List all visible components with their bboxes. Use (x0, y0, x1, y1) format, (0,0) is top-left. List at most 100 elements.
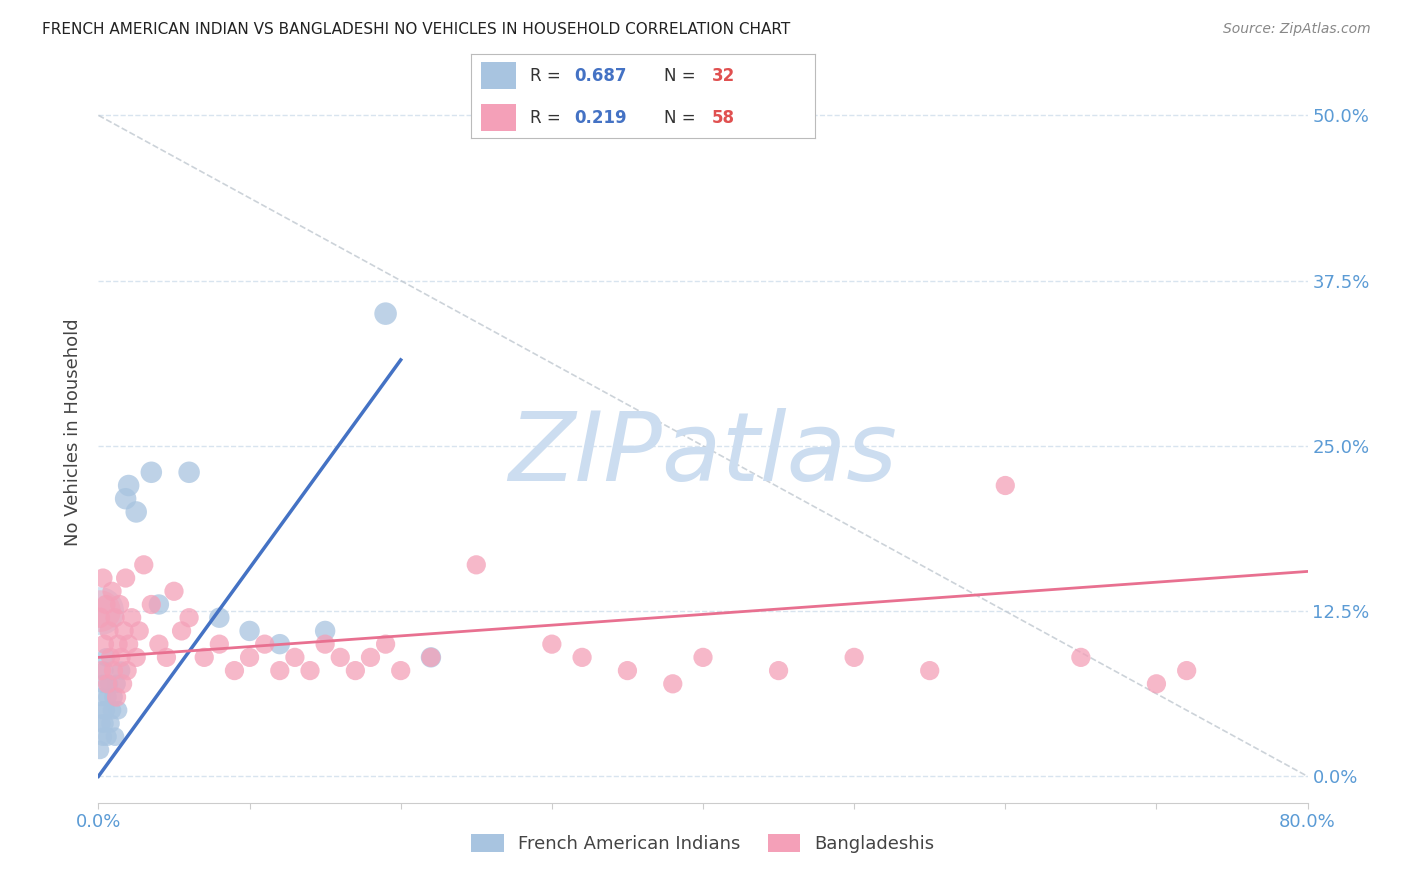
Point (269, 664, 291, 678)
Point (89, 604, 111, 618)
Text: FRENCH AMERICAN INDIAN VS BANGLADESHI NO VEHICLES IN HOUSEHOLD CORRELATION CHART: FRENCH AMERICAN INDIAN VS BANGLADESHI NO… (42, 22, 790, 37)
Point (465, 558, 488, 572)
Point (118, 637, 141, 651)
Point (155, 650, 177, 665)
Point (100, 650, 122, 665)
Point (148, 598, 170, 612)
Point (374, 307, 396, 321)
Point (90, 716, 112, 731)
Point (91, 730, 114, 744)
Point (114, 491, 136, 506)
Point (121, 611, 143, 625)
Point (374, 637, 396, 651)
Point (110, 664, 132, 678)
Point (96, 690, 118, 704)
Point (100, 716, 122, 731)
Point (692, 650, 714, 665)
Point (193, 650, 215, 665)
Point (101, 584, 124, 599)
Point (170, 624, 193, 638)
Point (163, 584, 186, 599)
Point (314, 624, 336, 638)
Point (239, 624, 262, 638)
Point (141, 465, 163, 479)
Point (239, 650, 262, 665)
Point (179, 611, 201, 625)
Point (132, 558, 155, 572)
Point (208, 637, 231, 651)
Point (768, 664, 790, 678)
Point (616, 664, 638, 678)
Point (89, 743, 111, 757)
Point (89, 604, 111, 618)
Point (115, 664, 138, 678)
Point (128, 624, 150, 638)
Text: 0.219: 0.219 (575, 109, 627, 127)
Point (103, 690, 125, 704)
Point (101, 703, 124, 717)
Point (105, 690, 128, 704)
Point (112, 624, 135, 638)
Text: 32: 32 (713, 67, 735, 85)
Point (93, 664, 115, 678)
Point (269, 637, 291, 651)
Point (208, 611, 231, 625)
Point (125, 505, 148, 519)
Text: N =: N = (664, 109, 700, 127)
Point (94, 598, 117, 612)
Point (1070, 650, 1092, 665)
Point (91, 571, 114, 585)
Point (253, 637, 276, 651)
Point (344, 664, 367, 678)
Bar (481, 104, 516, 131)
Point (314, 637, 336, 651)
Point (1175, 664, 1198, 678)
Point (360, 650, 382, 665)
Point (179, 465, 201, 479)
Text: N =: N = (664, 67, 700, 85)
Point (110, 650, 132, 665)
Point (661, 677, 683, 691)
Text: Source: ZipAtlas.com: Source: ZipAtlas.com (1223, 22, 1371, 37)
Point (103, 664, 125, 678)
Point (141, 598, 163, 612)
Point (104, 730, 127, 744)
Point (104, 611, 127, 625)
Point (844, 650, 866, 665)
Point (125, 650, 148, 665)
Point (111, 677, 134, 691)
Point (329, 650, 352, 665)
Point (420, 650, 443, 665)
Point (108, 598, 131, 612)
Point (540, 637, 562, 651)
Point (148, 637, 170, 651)
Point (93, 716, 115, 731)
Point (299, 664, 322, 678)
Point (98, 624, 121, 638)
Point (94, 650, 117, 665)
Point (107, 637, 129, 651)
Bar (481, 62, 516, 89)
Point (91, 677, 114, 691)
Point (90, 690, 112, 704)
Point (94, 703, 117, 717)
Point (90, 664, 112, 678)
Point (918, 664, 941, 678)
Point (105, 677, 128, 691)
Point (389, 664, 412, 678)
Point (96, 677, 118, 691)
Legend: French American Indians, Bangladeshis: French American Indians, Bangladeshis (464, 827, 942, 861)
Point (98, 677, 121, 691)
Point (114, 571, 136, 585)
Point (284, 650, 307, 665)
Text: R =: R = (530, 109, 565, 127)
Point (224, 664, 246, 678)
Text: ZIPatlas: ZIPatlas (509, 409, 897, 501)
Point (91, 703, 114, 717)
Point (571, 650, 593, 665)
Point (420, 650, 443, 665)
Point (96, 730, 118, 744)
Point (118, 478, 141, 492)
Point (994, 478, 1017, 492)
Y-axis label: No Vehicles in Household: No Vehicles in Household (65, 318, 83, 547)
